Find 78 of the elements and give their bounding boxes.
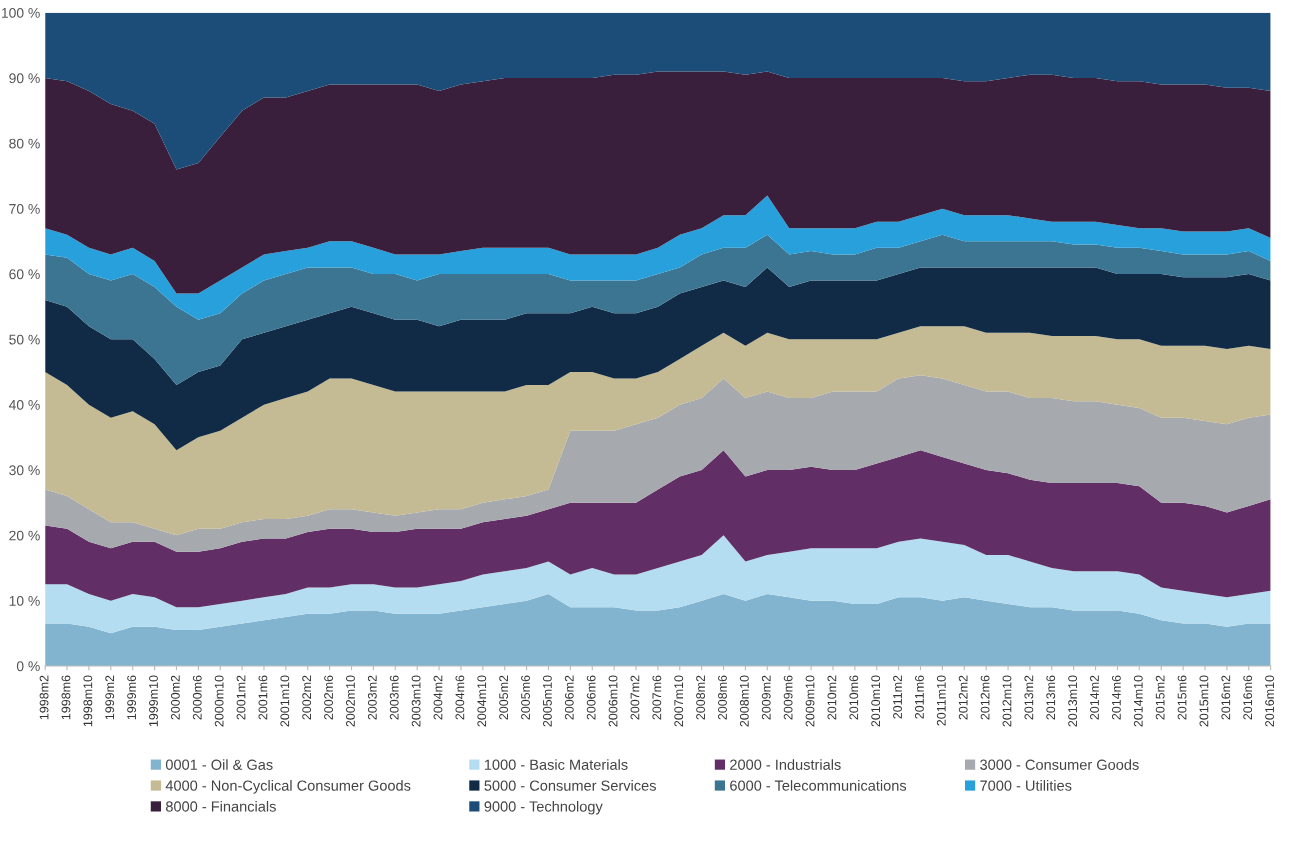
x-tick-label: 2000m10: [214, 675, 224, 727]
x-tick-label: 2006m2: [564, 675, 574, 720]
x-tick-label: 2007m6: [652, 675, 662, 720]
x-tick-label: 2002m6: [324, 675, 333, 720]
legend-label: 9000 - Technology: [484, 800, 603, 815]
x-tick-label: 2005m2: [499, 675, 509, 720]
x-tick-label: 2013m6: [1046, 675, 1056, 720]
x-tick-label: 1999m10: [149, 675, 158, 727]
x-tick-label: 2016m2: [1221, 675, 1231, 720]
y-tick-label: 60 %: [9, 269, 40, 280]
x-tick-label: 2003m6: [389, 675, 399, 720]
y-tick-label: 20 %: [9, 530, 40, 541]
x-tick-label: 2009m2: [761, 675, 771, 720]
x-tick-label: 2014m6: [1111, 675, 1121, 720]
y-tick-label: 100 %: [1, 7, 40, 18]
x-tick-label: 2010m6: [849, 675, 859, 720]
x-tick-label: 1998m6: [61, 675, 71, 720]
y-tick-label: 50 %: [9, 334, 40, 345]
legend-label: 1000 - Basic Materials: [484, 759, 628, 770]
x-tick-label: 2010m2: [827, 675, 837, 720]
x-tick-label: 2001m10: [280, 675, 290, 727]
x-tick-label: 2016m10: [1265, 675, 1275, 727]
x-tick-label: 2005m10: [542, 675, 552, 727]
x-tick-label: 2008m2: [696, 675, 706, 720]
x-tick-label: 2010m10: [871, 675, 881, 727]
x-tick-label: 2004m10: [477, 675, 487, 727]
x-tick-label: 2003m2: [367, 675, 377, 720]
x-tick-label: 2004m6: [455, 675, 465, 720]
x-tick-label: 1998m10: [83, 675, 93, 727]
x-tick-label: 2013m10: [1068, 675, 1078, 727]
x-tick-label: 1999m2: [105, 675, 115, 720]
x-tick-label: 1999m6: [127, 675, 137, 720]
x-tick-label: 2001m6: [258, 675, 268, 720]
x-tick-label: 2000m2: [170, 675, 180, 720]
x-tick-label: 2014m10: [1133, 675, 1143, 727]
x-tick-label: 2003m10: [411, 675, 421, 727]
x-tick-label: 2011m6: [915, 675, 924, 719]
y-tick-label: 90 %: [9, 73, 40, 84]
y-tick-label: 80 %: [9, 138, 40, 149]
x-tick-label: 2008m10: [739, 675, 749, 727]
x-tick-label: 2004m2: [433, 675, 443, 720]
x-tick-label: 2015m10: [1199, 675, 1209, 727]
legend-label: 8000 - Financials: [165, 800, 276, 812]
x-tick-label: 2012m2: [958, 675, 968, 720]
x-tick-label: 2016m6: [1243, 675, 1253, 720]
x-tick-label: 2002m2: [302, 675, 312, 720]
y-tick-label: 30 %: [9, 465, 40, 476]
x-tick-label: 2014m2: [1090, 675, 1099, 720]
legend-label: 6000 - Telecommunications: [730, 780, 907, 791]
y-tick-label: 70 %: [9, 203, 40, 214]
x-tick-label: 1998m2: [39, 675, 49, 720]
x-tick-label: 2002m10: [346, 675, 355, 727]
legend-label: 7000 - Utilities: [980, 780, 1072, 791]
x-tick-label: 2015m2: [1155, 675, 1165, 720]
y-tick-label: 10 %: [9, 595, 40, 606]
x-tick-label: 2001m2: [236, 675, 246, 720]
legend-label: 5000 - Consumer Services: [484, 780, 656, 791]
x-tick-label: 2012m6: [980, 675, 990, 720]
y-tick-label: 0 %: [16, 661, 40, 672]
x-tick-label: 2009m10: [805, 675, 815, 727]
x-tick-label: 2015m6: [1177, 675, 1187, 720]
x-tick-label: 2013m2: [1024, 675, 1034, 720]
x-tick-label: 2005m6: [521, 675, 530, 720]
x-tick-label: 2011m10: [936, 675, 946, 726]
x-tick-label: 2007m10: [674, 675, 684, 727]
x-tick-label: 2000m6: [192, 675, 202, 720]
x-tick-label: 2009m6: [783, 675, 793, 720]
legend-label: 2000 - Industrials: [730, 759, 841, 770]
legend-label: 3000 - Consumer Goods: [980, 759, 1139, 770]
x-tick-label: 2006m6: [586, 675, 596, 720]
x-tick-label: 2008m6: [718, 675, 727, 720]
x-tick-label: 2011m2: [893, 675, 902, 719]
y-tick-label: 40 %: [8, 399, 40, 410]
legend-label: 4000 - Non-Cyclical Consumer Goods: [165, 780, 411, 794]
legend-label: 0001 - Oil & Gas: [165, 759, 273, 770]
x-tick-label: 2007m2: [630, 675, 640, 720]
x-tick-label: 2006m10: [608, 675, 618, 727]
x-tick-label: 2012m10: [1002, 675, 1012, 727]
